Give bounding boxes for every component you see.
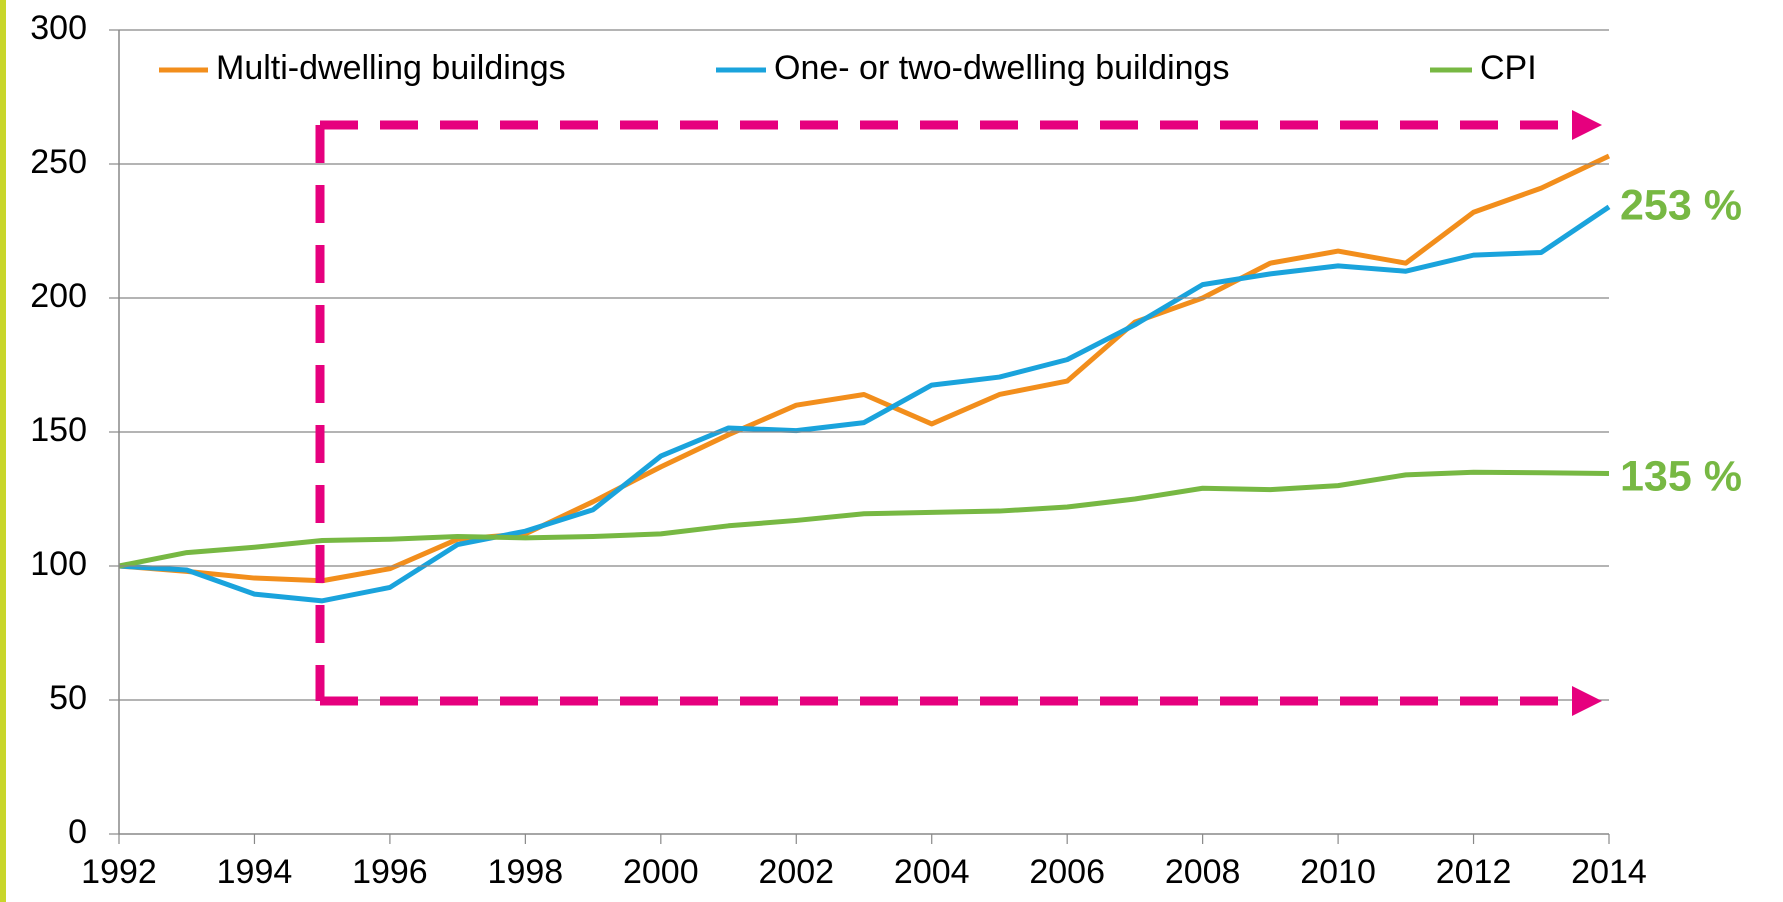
x-tick-label: 1998 xyxy=(488,853,564,891)
x-tick-label: 1996 xyxy=(352,853,428,891)
y-tick-label: 250 xyxy=(30,143,87,181)
y-tick-label: 200 xyxy=(30,277,87,315)
arrow-head xyxy=(1572,686,1602,716)
arrow-head xyxy=(1572,110,1602,140)
x-tick-label: 2004 xyxy=(894,853,970,891)
annotation: 135 % xyxy=(1620,452,1742,500)
annotation: 253 % xyxy=(1620,181,1742,229)
x-tick-label: 2002 xyxy=(758,853,834,891)
series-line xyxy=(118,153,1611,584)
x-tick-label: 2006 xyxy=(1029,853,1105,891)
y-tick-label: 50 xyxy=(49,679,87,717)
x-tick-label: 2010 xyxy=(1300,853,1376,891)
legend-label: One- or two-dwelling buildings xyxy=(774,49,1229,87)
x-tick-label: 2012 xyxy=(1436,853,1512,891)
legend-label: CPI xyxy=(1480,49,1537,87)
range-marker xyxy=(315,120,1570,706)
y-tick-label: 150 xyxy=(30,411,87,449)
x-tick-label: 2000 xyxy=(623,853,699,891)
x-tick-label: 1992 xyxy=(81,853,157,891)
y-tick-label: 300 xyxy=(30,9,87,47)
x-tick-label: 1994 xyxy=(217,853,293,891)
y-tick-label: 0 xyxy=(68,813,87,851)
y-tick-label: 100 xyxy=(30,545,87,583)
side-stripe xyxy=(0,0,6,902)
series-line xyxy=(118,469,1610,569)
legend-label: Multi-dwelling buildings xyxy=(216,49,566,87)
series-line xyxy=(118,204,1611,604)
x-tick-label: 2008 xyxy=(1165,853,1241,891)
x-tick-label: 2014 xyxy=(1571,853,1647,891)
